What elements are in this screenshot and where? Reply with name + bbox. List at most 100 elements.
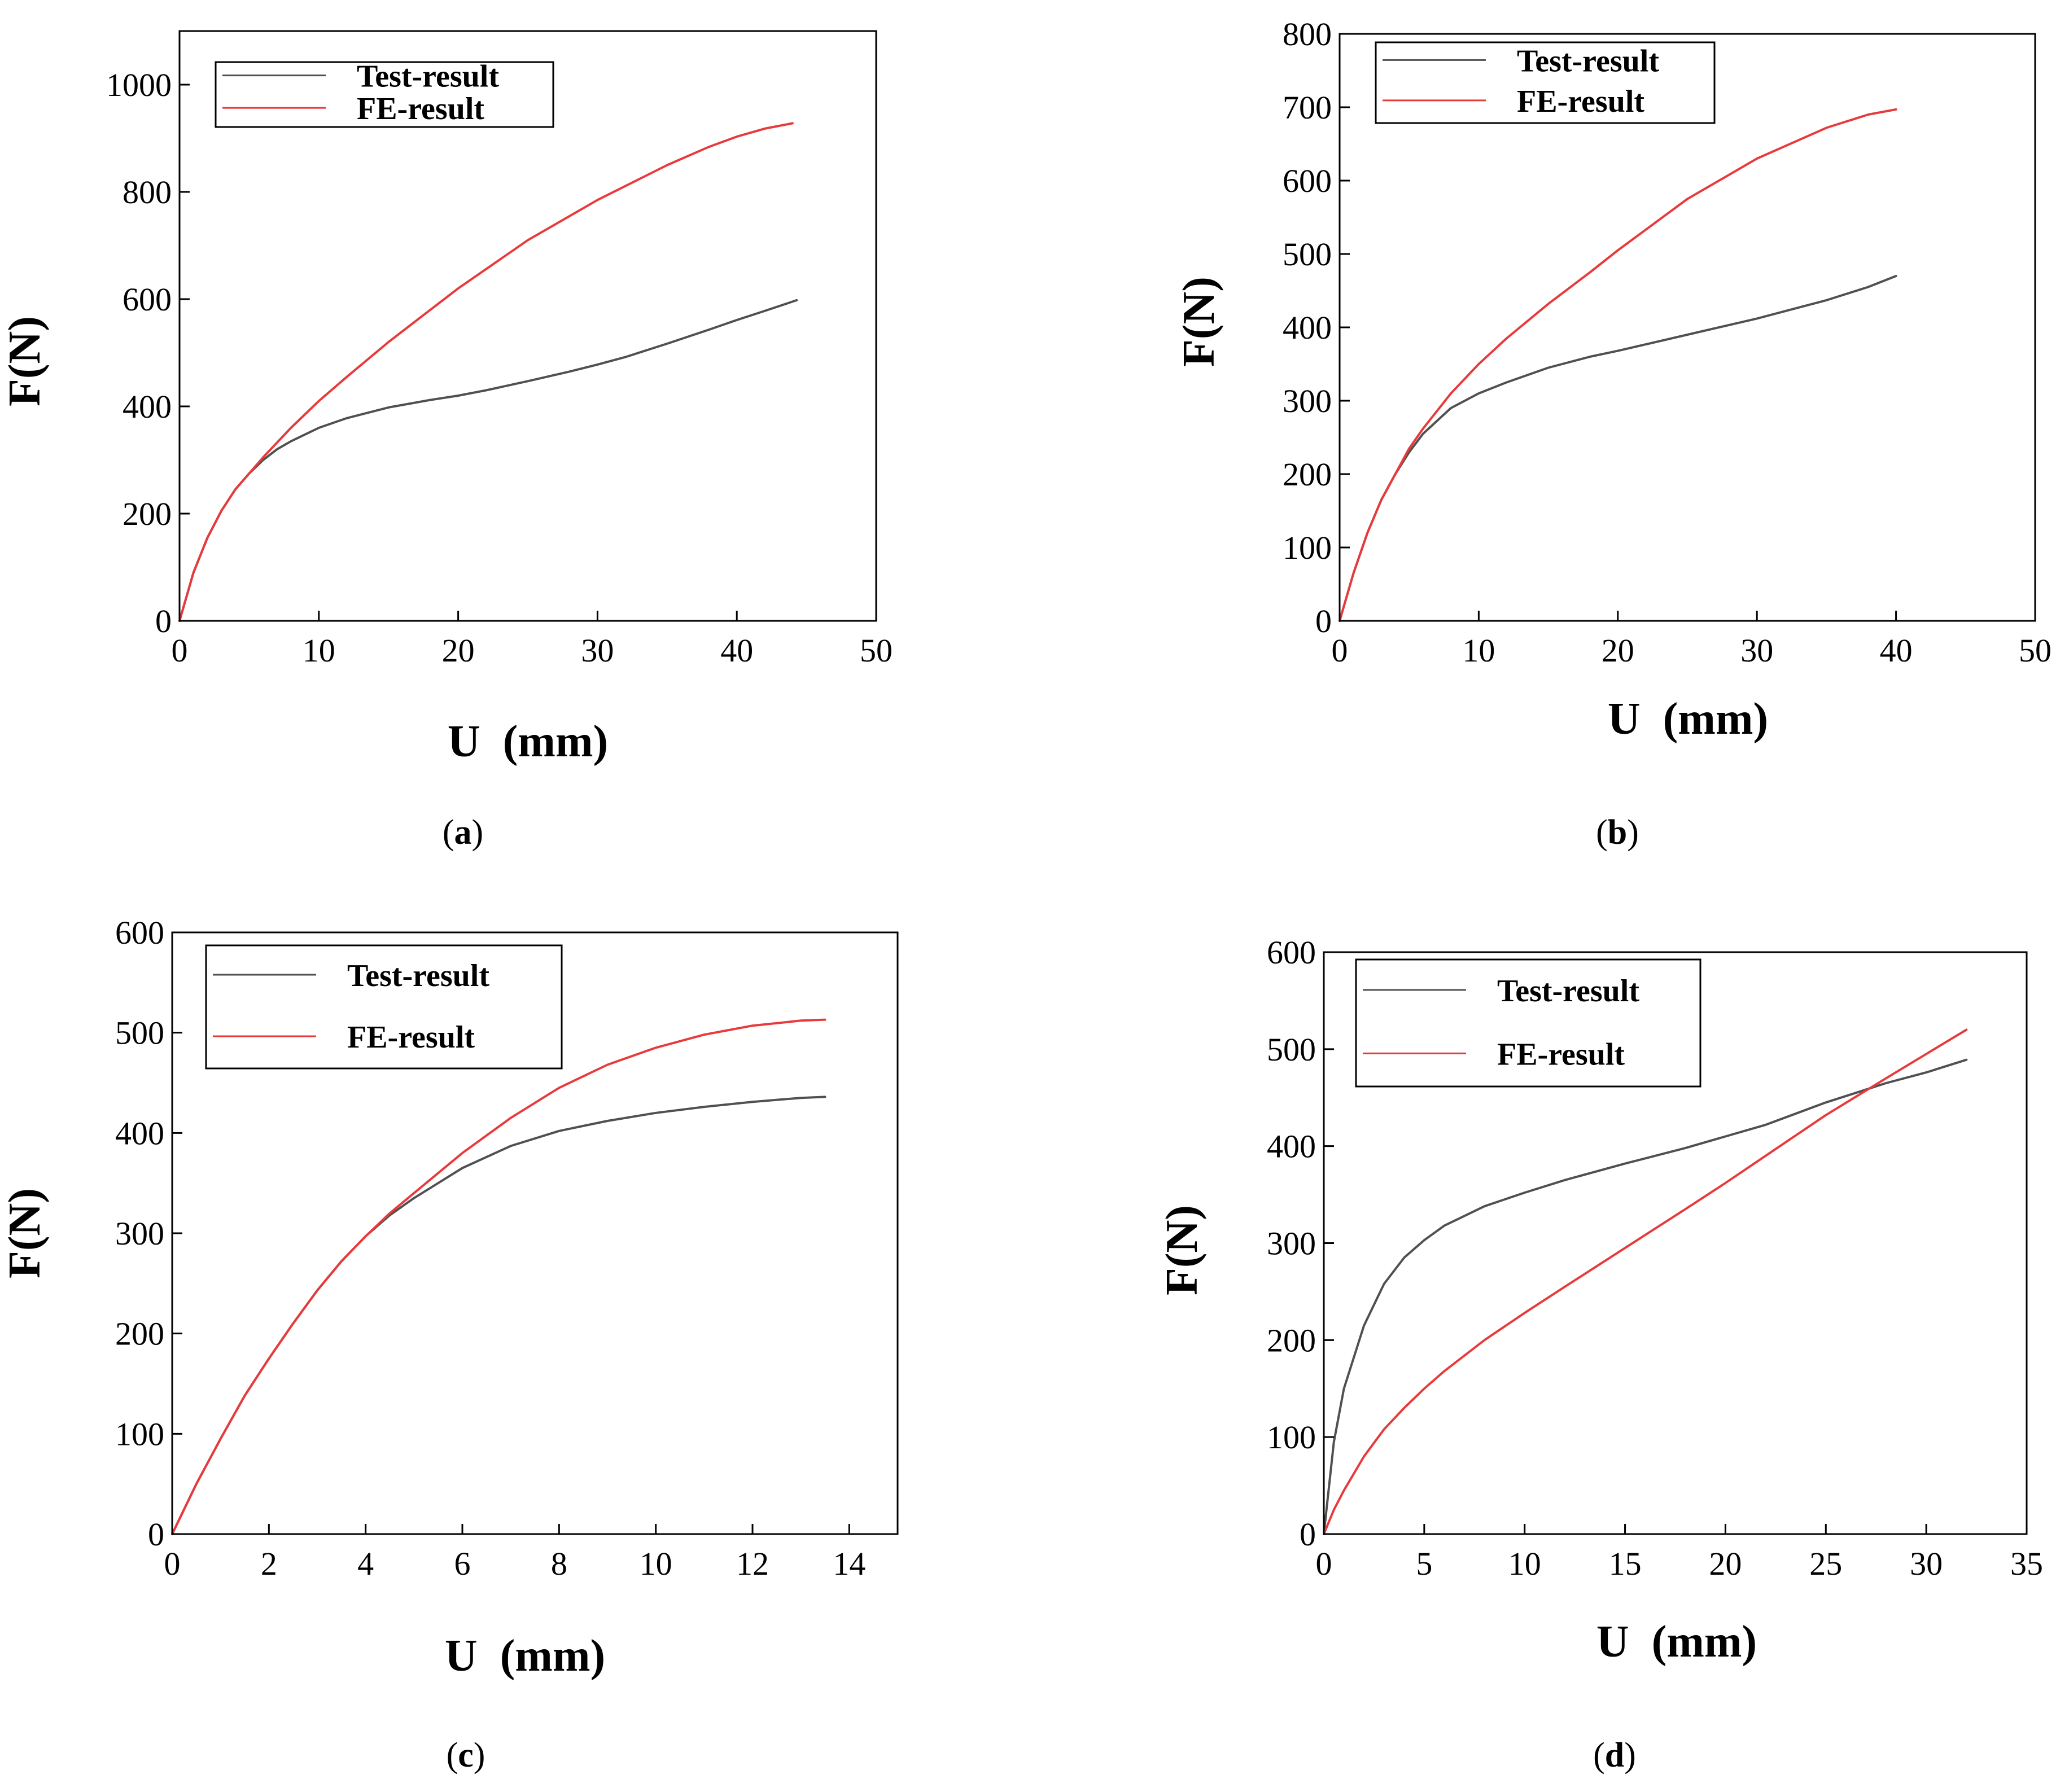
x-tick-label: 14 [833, 1545, 865, 1582]
y-tick-label: 300 [1267, 1225, 1316, 1262]
y-tick-label: 200 [115, 1316, 164, 1352]
y-tick-label: 300 [1283, 383, 1332, 419]
series-line-test-result [1323, 1058, 1968, 1535]
y-axis-title: F(N) [0, 316, 50, 406]
legend: Test-result FE-result [1355, 958, 1701, 1088]
legend: Test-result FE-result [215, 59, 554, 128]
x-axis-title: U (mm) [448, 717, 608, 766]
panel-caption: (d) [1593, 1736, 1636, 1775]
series-line-test-result [171, 1096, 826, 1535]
y-tick-label: 200 [1283, 456, 1332, 493]
legend-box [205, 944, 563, 1070]
y-tick-label: 500 [1283, 236, 1332, 273]
legend-label-test-result: Test-result [1517, 43, 1659, 78]
x-axis-title: U (mm) [1596, 1617, 1757, 1667]
legend-box [1355, 958, 1701, 1088]
panel-caption: (b) [1596, 813, 1639, 852]
plot-frame [178, 30, 877, 622]
legend: Test-result FE-result [205, 944, 563, 1070]
y-tick-label: 1000 [106, 67, 172, 103]
y-tick-label: 400 [1283, 309, 1332, 346]
x-tick-label: 10 [640, 1545, 672, 1582]
legend-label-fe-result: FE-result [347, 1020, 475, 1055]
panel-caption-letter: a [454, 813, 472, 852]
x-tick-label: 20 [1602, 632, 1634, 669]
series-line-fe-result [1338, 108, 1897, 622]
x-tick-label: 12 [736, 1545, 769, 1582]
x-axis-title: U (mm) [445, 1631, 605, 1681]
y-tick-label: 200 [1267, 1322, 1316, 1359]
x-tick-label: 50 [860, 632, 893, 669]
legend-label-fe-result: FE-result [357, 91, 484, 126]
legend-label-test-result: Test-result [357, 59, 499, 94]
y-tick-label: 600 [123, 281, 172, 318]
panel-caption: (c) [447, 1736, 485, 1775]
panel-caption-letter: b [1608, 813, 1627, 852]
chart-panel-b: Test-result FE-result 010020030040050060… [1174, 16, 2051, 852]
y-tick-label: 0 [155, 603, 172, 639]
x-tick-label: 6 [454, 1545, 471, 1582]
x-tick-label: 15 [1609, 1545, 1642, 1582]
chart-panel-c: Test-result FE-result 010020030040050060… [0, 914, 899, 1775]
chart-panel-d: Test-result FE-result 010020030040050060… [1157, 934, 2043, 1775]
y-tick-label: 600 [1267, 934, 1316, 971]
legend-box [1375, 41, 1716, 124]
y-axis-title: F(N) [0, 1188, 50, 1278]
x-tick-label: 35 [2010, 1545, 2043, 1582]
panel-caption-letter: d [1605, 1736, 1624, 1775]
series-line-test-result [1338, 275, 1897, 622]
x-tick-label: 10 [303, 632, 335, 669]
x-tick-label: 30 [1910, 1545, 1943, 1582]
x-tick-label: 25 [1809, 1545, 1842, 1582]
x-axis-title: U (mm) [1608, 694, 1768, 744]
y-axis-title: F(N) [1174, 277, 1224, 367]
x-tick-label: 5 [1416, 1545, 1432, 1582]
y-tick-label: 600 [1283, 163, 1332, 199]
x-tick-label: 0 [1332, 632, 1348, 669]
y-tick-label: 100 [115, 1416, 164, 1452]
y-tick-label: 0 [1315, 603, 1332, 639]
y-axis-title: F(N) [1157, 1205, 1207, 1295]
chart-panel-a: Test-result FE-result 02004006008001000 … [0, 30, 893, 852]
y-tick-label: 400 [115, 1115, 164, 1151]
y-tick-label: 500 [115, 1015, 164, 1051]
y-tick-label: 800 [1283, 16, 1332, 52]
series-line-test-result [178, 299, 798, 622]
legend-label-fe-result: FE-result [1497, 1037, 1625, 1072]
x-tick-label: 40 [1880, 632, 1913, 669]
y-tick-label: 0 [148, 1516, 164, 1553]
x-tick-label: 10 [1462, 632, 1495, 669]
y-tick-label: 100 [1283, 529, 1332, 566]
x-tick-label: 0 [164, 1545, 181, 1582]
x-tick-label: 20 [442, 632, 475, 669]
y-tick-label: 400 [123, 388, 172, 425]
panel-caption: (a) [443, 813, 483, 852]
x-tick-label: 10 [1508, 1545, 1541, 1582]
x-tick-label: 2 [261, 1545, 277, 1582]
x-tick-label: 40 [720, 632, 753, 669]
x-tick-label: 0 [1316, 1545, 1332, 1582]
y-tick-label: 500 [1267, 1031, 1316, 1068]
y-tick-label: 400 [1267, 1128, 1316, 1165]
x-tick-label: 0 [172, 632, 188, 669]
y-tick-label: 800 [123, 174, 172, 211]
x-tick-label: 30 [1740, 632, 1773, 669]
x-tick-label: 30 [581, 632, 614, 669]
y-tick-label: 200 [123, 496, 172, 532]
legend-label-test-result: Test-result [1497, 974, 1639, 1009]
legend-label-fe-result: FE-result [1517, 84, 1644, 119]
x-tick-label: 20 [1709, 1545, 1742, 1582]
y-tick-label: 600 [115, 914, 164, 951]
y-tick-label: 700 [1283, 89, 1332, 126]
y-tick-label: 300 [115, 1215, 164, 1252]
legend-label-test-result: Test-result [347, 958, 489, 993]
x-tick-label: 8 [551, 1545, 567, 1582]
y-tick-label: 0 [1300, 1516, 1316, 1553]
series-line-fe-result [178, 122, 794, 622]
legend: Test-result FE-result [1375, 41, 1716, 124]
legend-box [215, 61, 554, 128]
series-line-fe-result [1323, 1028, 1968, 1535]
x-tick-label: 4 [357, 1545, 374, 1582]
x-tick-label: 50 [2019, 632, 2051, 669]
